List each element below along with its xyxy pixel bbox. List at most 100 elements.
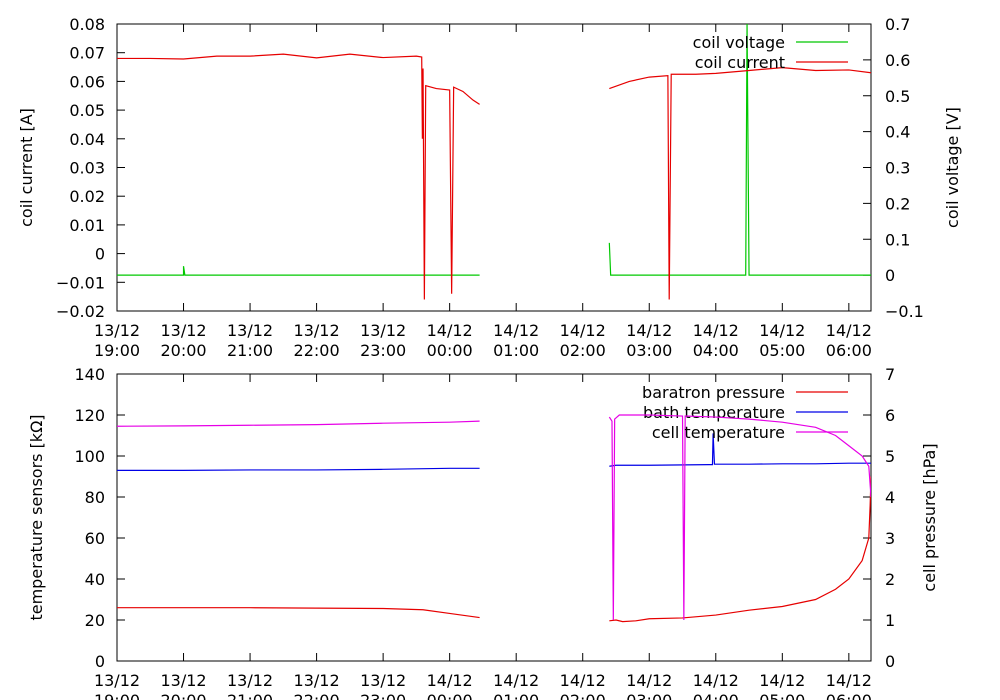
series-line-coil-current — [117, 53, 480, 300]
y2-tick-label: 0.2 — [885, 194, 910, 213]
y-tick-label: 0.03 — [69, 159, 105, 178]
y2-tick-label: 4 — [885, 488, 895, 507]
x-tick-time: 22:00 — [294, 341, 340, 360]
x-tick-time: 03:00 — [626, 341, 672, 360]
x-tick-day: 14/12 — [826, 671, 872, 690]
y2-tick-label: 0.1 — [885, 230, 910, 249]
x-tick-day: 13/12 — [94, 321, 140, 340]
series-line-cell-temperature — [608, 414, 871, 621]
x-tick-time: 06:00 — [826, 341, 872, 360]
y2-tick-label: −0.1 — [885, 302, 924, 321]
x-tick-time: 02:00 — [560, 691, 606, 700]
y-tick-label: 0 — [95, 652, 105, 671]
y2-axis-label: cell pressure [hPa] — [920, 443, 939, 591]
x-tick-time: 20:00 — [160, 341, 206, 360]
y-tick-label: 0.04 — [69, 130, 105, 149]
series-line-baratron-pressure — [609, 476, 871, 623]
y2-tick-label: 7 — [885, 365, 895, 384]
y-tick-label: 0.01 — [69, 216, 105, 235]
y2-tick-label: 0.7 — [885, 15, 910, 34]
legend-label: baratron pressure — [642, 383, 785, 402]
x-tick-day: 14/12 — [493, 671, 539, 690]
x-tick-day: 13/12 — [360, 671, 406, 690]
x-tick-time: 19:00 — [94, 341, 140, 360]
x-tick-time: 23:00 — [360, 341, 406, 360]
x-tick-day: 13/12 — [94, 671, 140, 690]
x-tick-time: 05:00 — [759, 691, 805, 700]
y-tick-label: 0.02 — [69, 187, 105, 206]
y-axis-label: temperature sensors [kΩ] — [27, 414, 46, 620]
x-tick-time: 22:00 — [294, 691, 340, 700]
y-tick-label: 40 — [85, 570, 105, 589]
x-tick-day: 14/12 — [626, 321, 672, 340]
legend-label: bath temperature — [643, 403, 785, 422]
y-tick-label: 60 — [85, 529, 105, 548]
x-tick-day: 14/12 — [427, 321, 473, 340]
x-tick-day: 14/12 — [626, 671, 672, 690]
series-line-baratron-pressure — [117, 607, 480, 619]
x-tick-time: 02:00 — [560, 341, 606, 360]
x-tick-time: 00:00 — [427, 341, 473, 360]
series-line-coil-current — [609, 67, 871, 300]
x-tick-time: 20:00 — [160, 691, 206, 700]
x-tick-time: 23:00 — [360, 691, 406, 700]
x-tick-time: 21:00 — [227, 341, 273, 360]
plot-frame — [116, 373, 872, 662]
y2-tick-label: 2 — [885, 570, 895, 589]
series-line-coil-voltage — [608, 24, 871, 276]
series-line-coil-voltage — [117, 266, 480, 276]
y2-tick-label: 0 — [885, 266, 895, 285]
x-tick-time: 21:00 — [227, 691, 273, 700]
x-tick-day: 14/12 — [759, 671, 805, 690]
x-tick-day: 14/12 — [693, 321, 739, 340]
x-tick-time: 03:00 — [626, 691, 672, 700]
y2-tick-label: 1 — [885, 611, 895, 630]
temperature-panel: 1401201008060402007654321013/1219:0013/1… — [27, 365, 939, 700]
series-line-cell-temperature — [117, 420, 480, 427]
y-tick-label: 100 — [74, 447, 105, 466]
y-tick-label: 20 — [85, 611, 105, 630]
x-tick-day: 14/12 — [560, 321, 606, 340]
x-tick-day: 14/12 — [826, 321, 872, 340]
x-tick-day: 13/12 — [294, 321, 340, 340]
y-tick-label: 80 — [85, 488, 105, 507]
y-axis-label: coil current [A] — [17, 108, 36, 227]
x-tick-time: 05:00 — [759, 341, 805, 360]
y2-tick-label: 0 — [885, 652, 895, 671]
y-tick-label: 140 — [74, 365, 105, 384]
series-line-bath-temperature — [117, 467, 480, 471]
y-tick-label: 0.06 — [69, 72, 105, 91]
x-tick-day: 14/12 — [693, 671, 739, 690]
y2-tick-label: 5 — [885, 447, 895, 466]
y-tick-label: −0.01 — [56, 273, 105, 292]
x-tick-time: 04:00 — [693, 341, 739, 360]
y2-tick-label: 0.5 — [885, 87, 910, 106]
y2-axis-label: coil voltage [V] — [943, 107, 962, 228]
series-line-bath-temperature — [609, 433, 871, 467]
y-tick-label: 0.05 — [69, 101, 105, 120]
x-tick-day: 14/12 — [427, 671, 473, 690]
x-tick-time: 04:00 — [693, 691, 739, 700]
legend-label: coil voltage — [693, 33, 785, 52]
legend-label: coil current — [695, 53, 785, 72]
y-tick-label: 120 — [74, 406, 105, 425]
x-tick-time: 00:00 — [427, 691, 473, 700]
x-tick-time: 01:00 — [493, 691, 539, 700]
y-tick-label: 0.08 — [69, 15, 105, 34]
y2-tick-label: 0.3 — [885, 159, 910, 178]
y2-tick-label: 0.6 — [885, 51, 910, 70]
x-tick-time: 01:00 — [493, 341, 539, 360]
y2-tick-label: 6 — [885, 406, 895, 425]
y-tick-label: 0 — [95, 245, 105, 264]
x-tick-day: 14/12 — [493, 321, 539, 340]
x-tick-time: 19:00 — [94, 691, 140, 700]
x-tick-day: 13/12 — [227, 321, 273, 340]
x-tick-time: 06:00 — [826, 691, 872, 700]
x-tick-day: 13/12 — [160, 671, 206, 690]
x-tick-day: 13/12 — [227, 671, 273, 690]
x-tick-day: 13/12 — [360, 321, 406, 340]
x-tick-day: 13/12 — [294, 671, 340, 690]
x-tick-day: 14/12 — [560, 671, 606, 690]
y2-tick-label: 0.4 — [885, 123, 910, 142]
